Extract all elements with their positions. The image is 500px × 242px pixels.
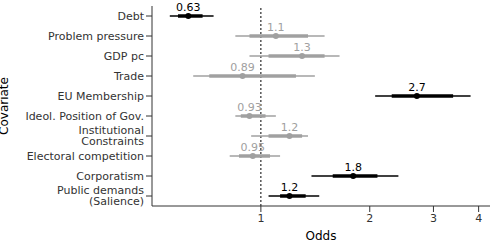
svg-text:Covariate: Covariate (8, 77, 11, 135)
svg-text:Ideol. Position of Gov.: Ideol. Position of Gov. (25, 110, 144, 123)
svg-text:Electoral competition: Electoral competition (27, 150, 144, 163)
svg-text:1.3: 1.3 (293, 41, 311, 54)
svg-text:2: 2 (366, 212, 373, 225)
svg-text:1.1: 1.1 (267, 21, 285, 34)
svg-text:2.7: 2.7 (408, 81, 426, 94)
svg-text:1.2: 1.2 (281, 181, 299, 194)
svg-text:1.8: 1.8 (344, 161, 362, 174)
svg-text:Trade: Trade (113, 70, 144, 83)
svg-text:Corporatism: Corporatism (76, 170, 144, 183)
svg-text:Public demands(Salience): Public demands(Salience) (57, 184, 144, 208)
svg-text:4: 4 (475, 212, 482, 225)
svg-text:EU Membership: EU Membership (58, 90, 145, 103)
svg-text:0.63: 0.63 (176, 1, 201, 14)
svg-text:0.93: 0.93 (237, 101, 262, 114)
svg-text:0.89: 0.89 (230, 61, 255, 74)
svg-text:3: 3 (430, 212, 437, 225)
svg-text:0.95: 0.95 (241, 141, 266, 154)
svg-text:Debt: Debt (117, 10, 144, 23)
svg-text:InstitutionalConstraints: InstitutionalConstraints (79, 124, 145, 148)
svg-text:Problem pressure: Problem pressure (48, 30, 144, 43)
svg-text:1.2: 1.2 (281, 121, 299, 134)
svg-text:1: 1 (257, 212, 264, 225)
svg-text:Odds: Odds (306, 229, 337, 242)
svg-text:GDP pc: GDP pc (104, 50, 144, 63)
